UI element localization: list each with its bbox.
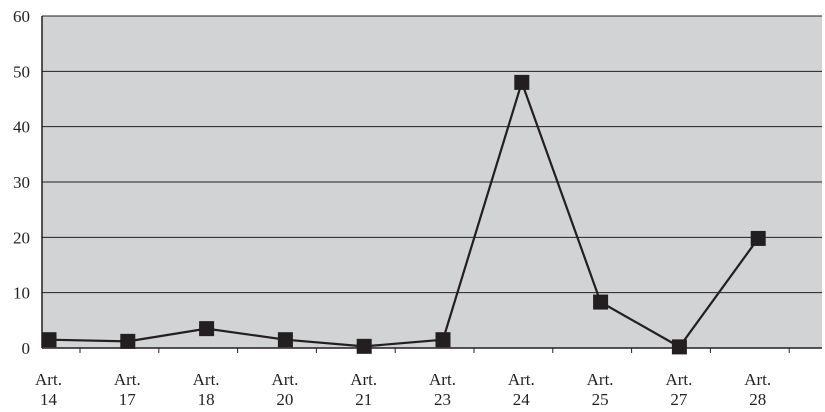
x-tick-label-line1: Art. [508,370,535,389]
x-tick-label-line1: Art. [114,370,141,389]
data-point-art-27 [671,339,687,355]
x-tick-label-line2: 28 [749,390,766,409]
y-tick-label-40: 40 [13,118,30,137]
x-tick-label-line2: 24 [513,390,531,409]
x-tick-label-line1: Art. [35,370,62,389]
x-tick-label-line1: Art. [429,370,456,389]
series-group [41,74,766,355]
x-tick-label-line1: Art. [587,370,614,389]
x-tick-label-line2: 18 [198,390,215,409]
data-point-art-28 [750,230,766,246]
y-tick-label-30: 30 [13,173,30,192]
data-point-art-23 [435,332,451,348]
x-tick-label-line1: Art. [193,370,220,389]
data-point-art-17 [120,333,136,349]
x-tick-label-line1: Art. [350,370,377,389]
gridlines [42,15,822,294]
x-tick-label-line1: Art. [271,370,298,389]
x-axis-tick-marks [79,348,790,353]
data-point-art-24 [514,74,530,90]
y-tick-label-0: 0 [22,339,31,358]
y-tick-label-10: 10 [13,284,30,303]
x-tick-label-line2: 20 [276,390,293,409]
x-tick-label-line2: 27 [670,390,688,409]
y-axis-tick-labels: 0 10 20 30 40 50 60 [13,7,30,358]
data-point-art-21 [356,338,372,354]
y-tick-label-20: 20 [13,228,30,247]
x-tick-label-line1: Art. [665,370,692,389]
data-point-art-25 [593,294,609,310]
series-line [48,78,760,349]
data-point-art-18 [199,321,215,337]
x-tick-label-line2: 17 [119,390,137,409]
x-tick-label-line2: 25 [592,390,609,409]
data-point-art-20 [277,332,293,348]
x-tick-label-line2: 21 [355,390,372,409]
x-tick-label-line1: Art. [744,370,771,389]
x-tick-label-line2: 23 [434,390,451,409]
y-tick-label-50: 50 [13,62,30,81]
x-tick-label-line2: 14 [40,390,58,409]
data-point-art-14 [41,332,57,348]
x-axis-tick-labels: Art.14Art.17Art.18Art.20Art.21Art.23Art.… [35,370,771,409]
y-tick-label-60: 60 [13,7,30,26]
